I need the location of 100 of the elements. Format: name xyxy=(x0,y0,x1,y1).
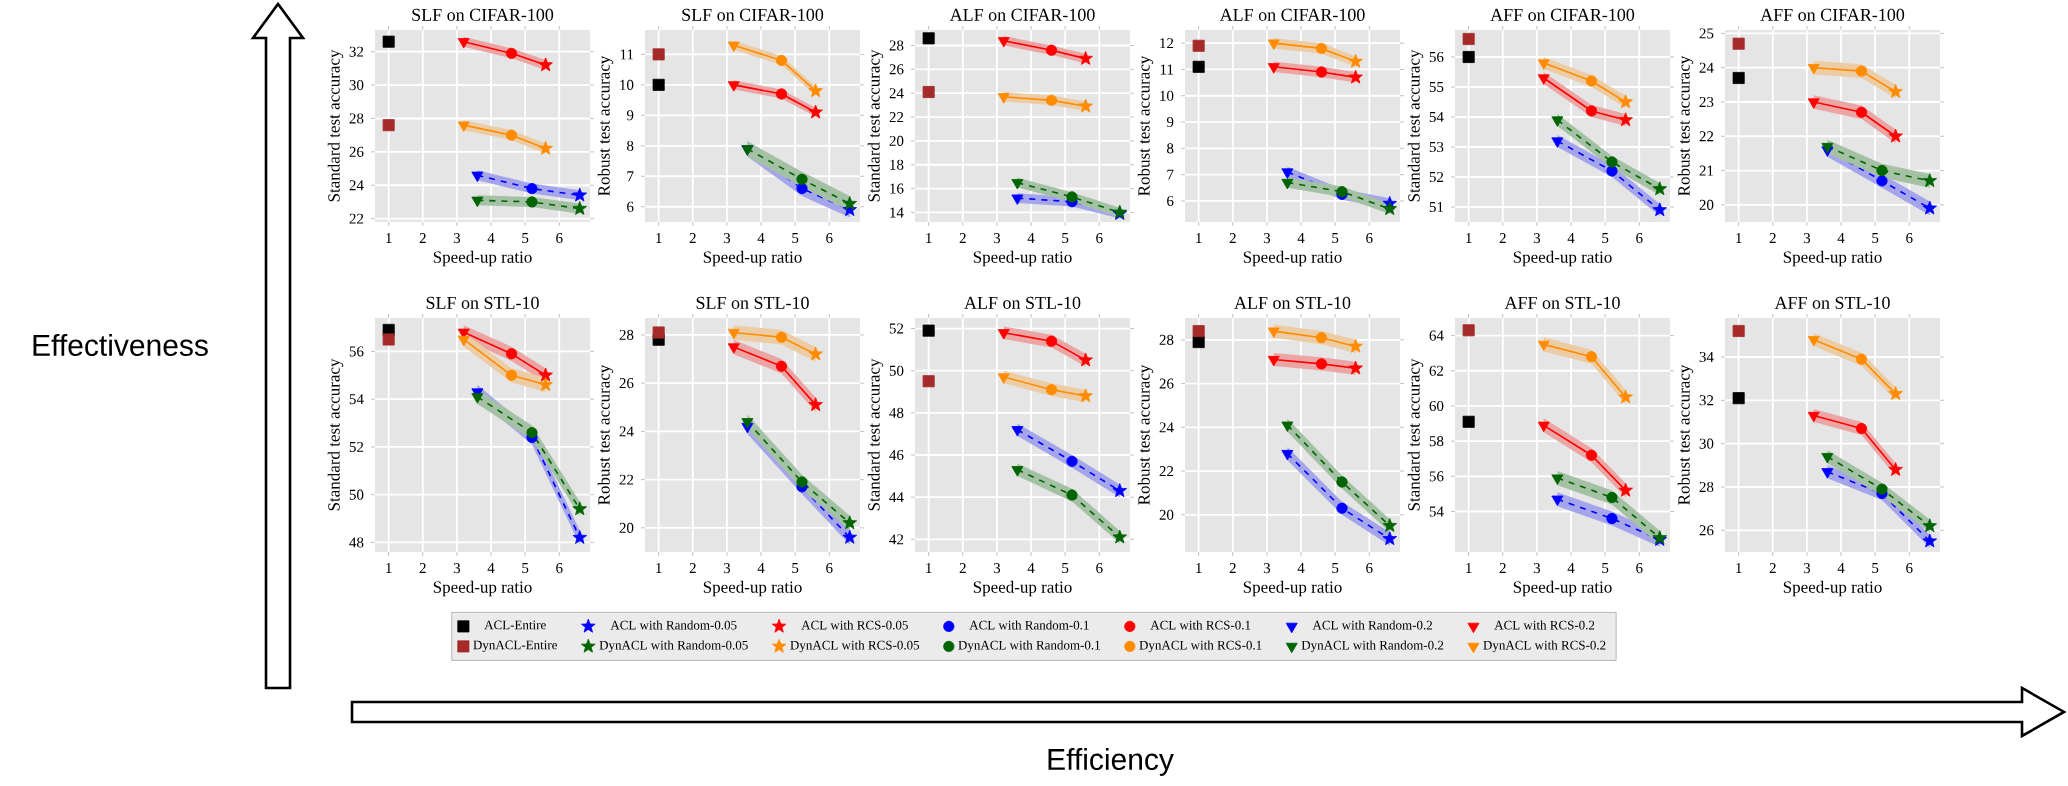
x-tick-label: 4 xyxy=(1567,563,1575,573)
x-axis-title: Speed-up ratio xyxy=(1783,580,1882,597)
y-tick-label: 50 xyxy=(889,365,904,376)
x-tick-label: 6 xyxy=(1366,233,1373,244)
x-tick-label: 2 xyxy=(419,563,426,573)
y-tick-label: 28 xyxy=(1699,481,1714,493)
y-tick-label: 48 xyxy=(349,537,364,548)
y-axis-title: Robust test accuracy xyxy=(597,55,614,196)
x-tick-label: 3 xyxy=(1263,233,1271,244)
x-tick-label: 3 xyxy=(453,233,461,244)
x-tick-label: 3 xyxy=(723,563,731,574)
x-tick-label: 3 xyxy=(1803,563,1811,574)
y-tick-label: 9 xyxy=(1166,117,1174,128)
x-tick-label: 4 xyxy=(757,563,765,573)
y-tick-label: 46 xyxy=(889,449,904,461)
y-tick-label: 24 xyxy=(1159,422,1174,433)
y-axis-title: Robust test accuracy xyxy=(597,364,614,505)
x-tick-label: 5 xyxy=(1872,233,1879,244)
y-tick-label: 56 xyxy=(1429,51,1444,63)
x-axis-title: Speed-up ratio xyxy=(973,580,1072,597)
x-tick-label: 2 xyxy=(959,233,966,243)
x-tick-label: 2 xyxy=(689,563,696,573)
y-tick-label: 32 xyxy=(349,46,364,57)
x-tick-label: 6 xyxy=(556,563,563,574)
y-tick-label: 6 xyxy=(627,201,634,212)
x-tick-label: 2 xyxy=(1499,563,1506,573)
x-tick-label: 4 xyxy=(487,563,495,573)
x-tick-label: 5 xyxy=(1332,233,1339,244)
legend-label: DynACL with Random-0.05 xyxy=(599,640,748,653)
x-tick-label: 5 xyxy=(1332,563,1339,574)
y-tick-label: 60 xyxy=(1429,400,1444,412)
y-tick-label: 24 xyxy=(619,426,634,437)
legend-label: DynACL with RCS-0.2 xyxy=(1483,640,1606,653)
y-tick-label: 18 xyxy=(890,159,904,170)
y-tick-label: 10 xyxy=(620,79,634,90)
legend-label: DynACL with RCS-0.05 xyxy=(790,640,920,653)
y-tick-label: 28 xyxy=(1159,334,1174,345)
chart-title: ALF on STL-10 xyxy=(964,296,1081,309)
x-tick-label: 6 xyxy=(826,563,833,574)
x-tick-label: 5 xyxy=(792,233,799,244)
y-tick-label: 48 xyxy=(889,407,904,418)
y-axis-title: Standard test accuracy xyxy=(867,358,884,511)
y-tick-label: 11 xyxy=(1160,64,1174,75)
x-tick-label: 4 xyxy=(1027,233,1035,243)
x-tick-label: 3 xyxy=(723,233,731,244)
legend-label: DynACL with Random-0.1 xyxy=(958,640,1100,653)
x-axis-title: Speed-up ratio xyxy=(1513,250,1612,267)
legend-label: ACL with RCS-0.2 xyxy=(1494,620,1595,630)
y-tick-label: 54 xyxy=(1429,111,1444,123)
y-tick-label: 64 xyxy=(1429,330,1444,341)
y-tick-label: 52 xyxy=(349,441,364,452)
x-tick-label: 5 xyxy=(522,563,529,574)
chart-title: AFF on STL-10 xyxy=(1504,296,1620,309)
x-tick-label: 4 xyxy=(757,233,765,243)
y-tick-label: 26 xyxy=(1699,525,1714,536)
x-tick-label: 1 xyxy=(926,563,932,573)
x-axis-title: Speed-up ratio xyxy=(1243,580,1342,597)
y-tick-label: 20 xyxy=(1699,199,1714,210)
x-tick-label: 6 xyxy=(1096,233,1103,244)
text: Effectiveness xyxy=(33,333,208,356)
x-tick-label: 5 xyxy=(1062,233,1069,244)
x-tick-label: 3 xyxy=(1263,563,1271,574)
x-tick-label: 6 xyxy=(1906,233,1913,244)
y-tick-label: 22 xyxy=(1159,466,1174,477)
y-tick-label: 20 xyxy=(889,135,904,146)
y-axis-title: Robust test accuracy xyxy=(1677,55,1694,196)
x-tick-label: 1 xyxy=(1736,563,1742,573)
x-tick-label: 2 xyxy=(689,233,696,243)
y-tick-label: 9 xyxy=(626,110,634,121)
chart-title: SLF on STL-10 xyxy=(696,296,809,309)
legend-label: ACL with RCS-0.05 xyxy=(801,620,908,630)
y-tick-label: 30 xyxy=(349,80,364,91)
y-tick-label: 22 xyxy=(889,112,904,123)
y-axis-title: Standard test accuracy xyxy=(1407,49,1424,202)
y-tick-label: 34 xyxy=(1699,351,1714,363)
y-tick-label: 26 xyxy=(1159,378,1174,389)
x-tick-label: 2 xyxy=(419,233,426,243)
chart-title: ALF on CIFAR-100 xyxy=(1219,8,1365,21)
x-tick-label: 3 xyxy=(1533,563,1541,574)
chart-title: AFF on CIFAR-100 xyxy=(1760,8,1905,21)
chart-title: SLF on CIFAR-100 xyxy=(412,8,554,21)
x-tick-label: 4 xyxy=(1837,233,1845,243)
y-tick-label: 25 xyxy=(1699,28,1714,39)
y-tick-label: 21 xyxy=(1699,165,1714,176)
x-tick-label: 3 xyxy=(993,563,1001,574)
y-tick-label: 16 xyxy=(890,183,904,194)
x-tick-label: 2 xyxy=(1769,563,1776,573)
y-tick-label: 24 xyxy=(1699,62,1714,73)
y-tick-label: 52 xyxy=(889,323,904,334)
x-tick-label: 6 xyxy=(1906,563,1913,574)
x-tick-label: 1 xyxy=(656,563,662,573)
y-tick-label: 54 xyxy=(1429,506,1444,517)
x-tick-label: 6 xyxy=(1636,233,1643,244)
x-axis-title: Speed-up ratio xyxy=(433,580,532,597)
y-tick-label: 26 xyxy=(349,146,364,157)
x-tick-label: 3 xyxy=(453,563,461,574)
y-tick-label: 12 xyxy=(1160,38,1174,49)
legend-label: ACL with Random-0.05 xyxy=(610,620,737,630)
y-tick-label: 22 xyxy=(349,213,364,224)
y-tick-label: 7 xyxy=(1167,169,1174,180)
